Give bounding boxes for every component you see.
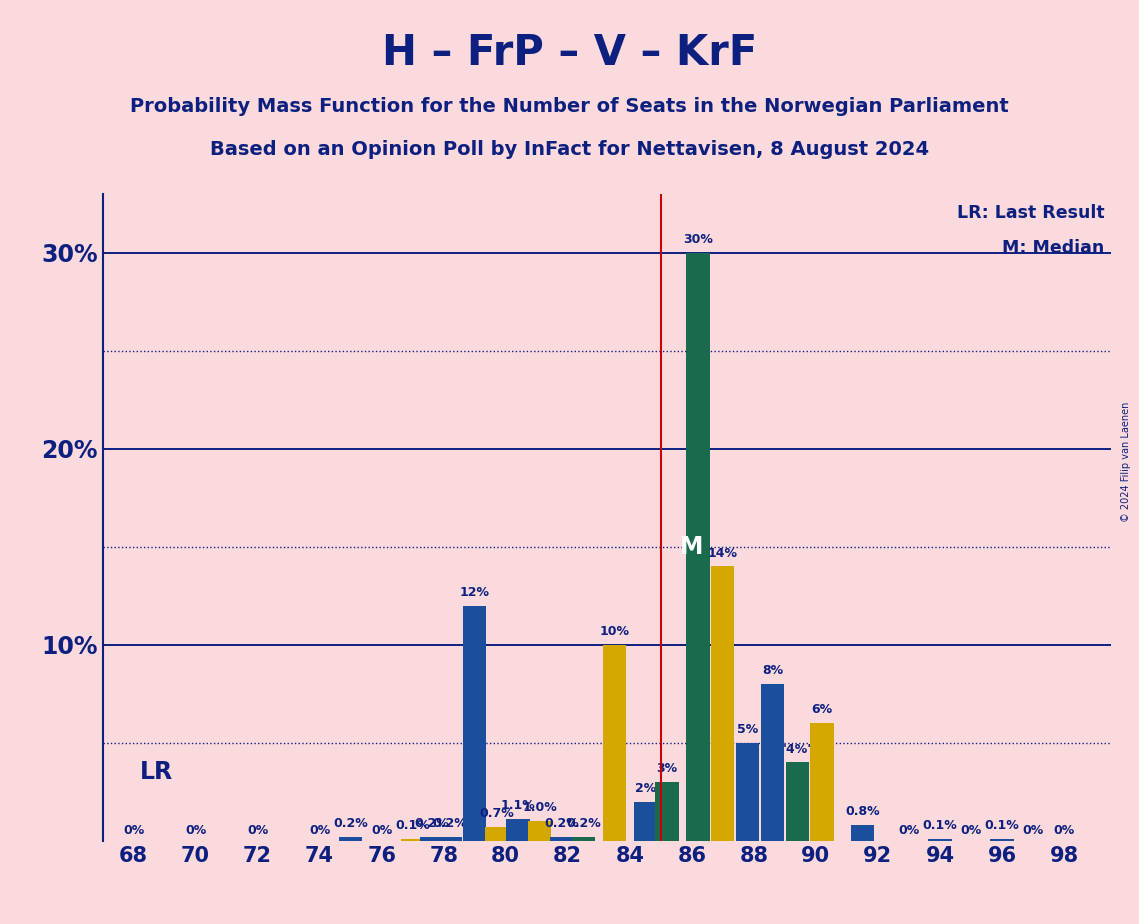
Text: 1.0%: 1.0% (523, 801, 557, 814)
Bar (572, 837, 595, 841)
Text: LR: Last Result: LR: Last Result (957, 204, 1105, 222)
Text: 0%: 0% (247, 824, 268, 837)
Text: 0.8%: 0.8% (845, 806, 879, 819)
Text: 6%: 6% (811, 703, 833, 716)
Text: 0%: 0% (371, 824, 392, 837)
Text: 0.2%: 0.2% (334, 817, 368, 830)
Bar (633, 802, 657, 841)
Text: 30%: 30% (683, 233, 713, 246)
Text: 10%: 10% (599, 625, 629, 638)
Text: 0.2%: 0.2% (544, 817, 579, 830)
Text: 0%: 0% (1054, 824, 1074, 837)
Bar (761, 684, 784, 841)
Bar (528, 821, 551, 841)
Bar (786, 762, 809, 841)
Text: 8%: 8% (762, 664, 782, 677)
Text: 2%: 2% (634, 782, 656, 795)
Text: M: Median: M: Median (1002, 239, 1105, 257)
Text: 0.2%: 0.2% (413, 817, 449, 830)
Bar (439, 837, 461, 841)
Text: 0.1%: 0.1% (923, 819, 957, 832)
Bar (401, 839, 425, 841)
Text: 0.1%: 0.1% (984, 819, 1019, 832)
Text: 0%: 0% (899, 824, 919, 837)
Text: 0.7%: 0.7% (480, 808, 514, 821)
Text: 0%: 0% (1023, 824, 1043, 837)
Bar (419, 837, 443, 841)
Bar (687, 253, 710, 841)
Text: © 2024 Filip van Laenen: © 2024 Filip van Laenen (1121, 402, 1131, 522)
Text: 12%: 12% (460, 586, 490, 599)
Text: 14%: 14% (707, 547, 738, 560)
Text: 0%: 0% (123, 824, 145, 837)
Text: 0.2%: 0.2% (566, 817, 600, 830)
Bar (711, 566, 735, 841)
Bar (485, 827, 508, 841)
Text: '4%': '4%' (782, 743, 812, 756)
Text: Based on an Opinion Poll by InFact for Nettavisen, 8 August 2024: Based on an Opinion Poll by InFact for N… (210, 140, 929, 160)
Bar (550, 837, 573, 841)
Bar (339, 837, 362, 841)
Text: H – FrP – V – KrF: H – FrP – V – KrF (382, 32, 757, 74)
Bar (464, 605, 486, 841)
Text: LR: LR (140, 760, 173, 784)
Text: 0.1%: 0.1% (395, 819, 431, 832)
Text: 0%: 0% (309, 824, 330, 837)
Text: 0%: 0% (960, 824, 982, 837)
Text: 3%: 3% (656, 762, 678, 775)
Bar (811, 723, 834, 841)
Text: 5%: 5% (737, 723, 759, 736)
Text: Probability Mass Function for the Number of Seats in the Norwegian Parliament: Probability Mass Function for the Number… (130, 97, 1009, 116)
Text: M: M (680, 535, 704, 559)
Bar (507, 820, 530, 841)
Bar (928, 839, 951, 841)
Bar (851, 825, 874, 841)
Text: 1.1%: 1.1% (501, 799, 535, 812)
Text: 0%: 0% (185, 824, 206, 837)
Bar (603, 645, 626, 841)
Bar (990, 839, 1014, 841)
Bar (736, 743, 760, 841)
Text: 0.2%: 0.2% (433, 817, 467, 830)
Bar (655, 782, 679, 841)
